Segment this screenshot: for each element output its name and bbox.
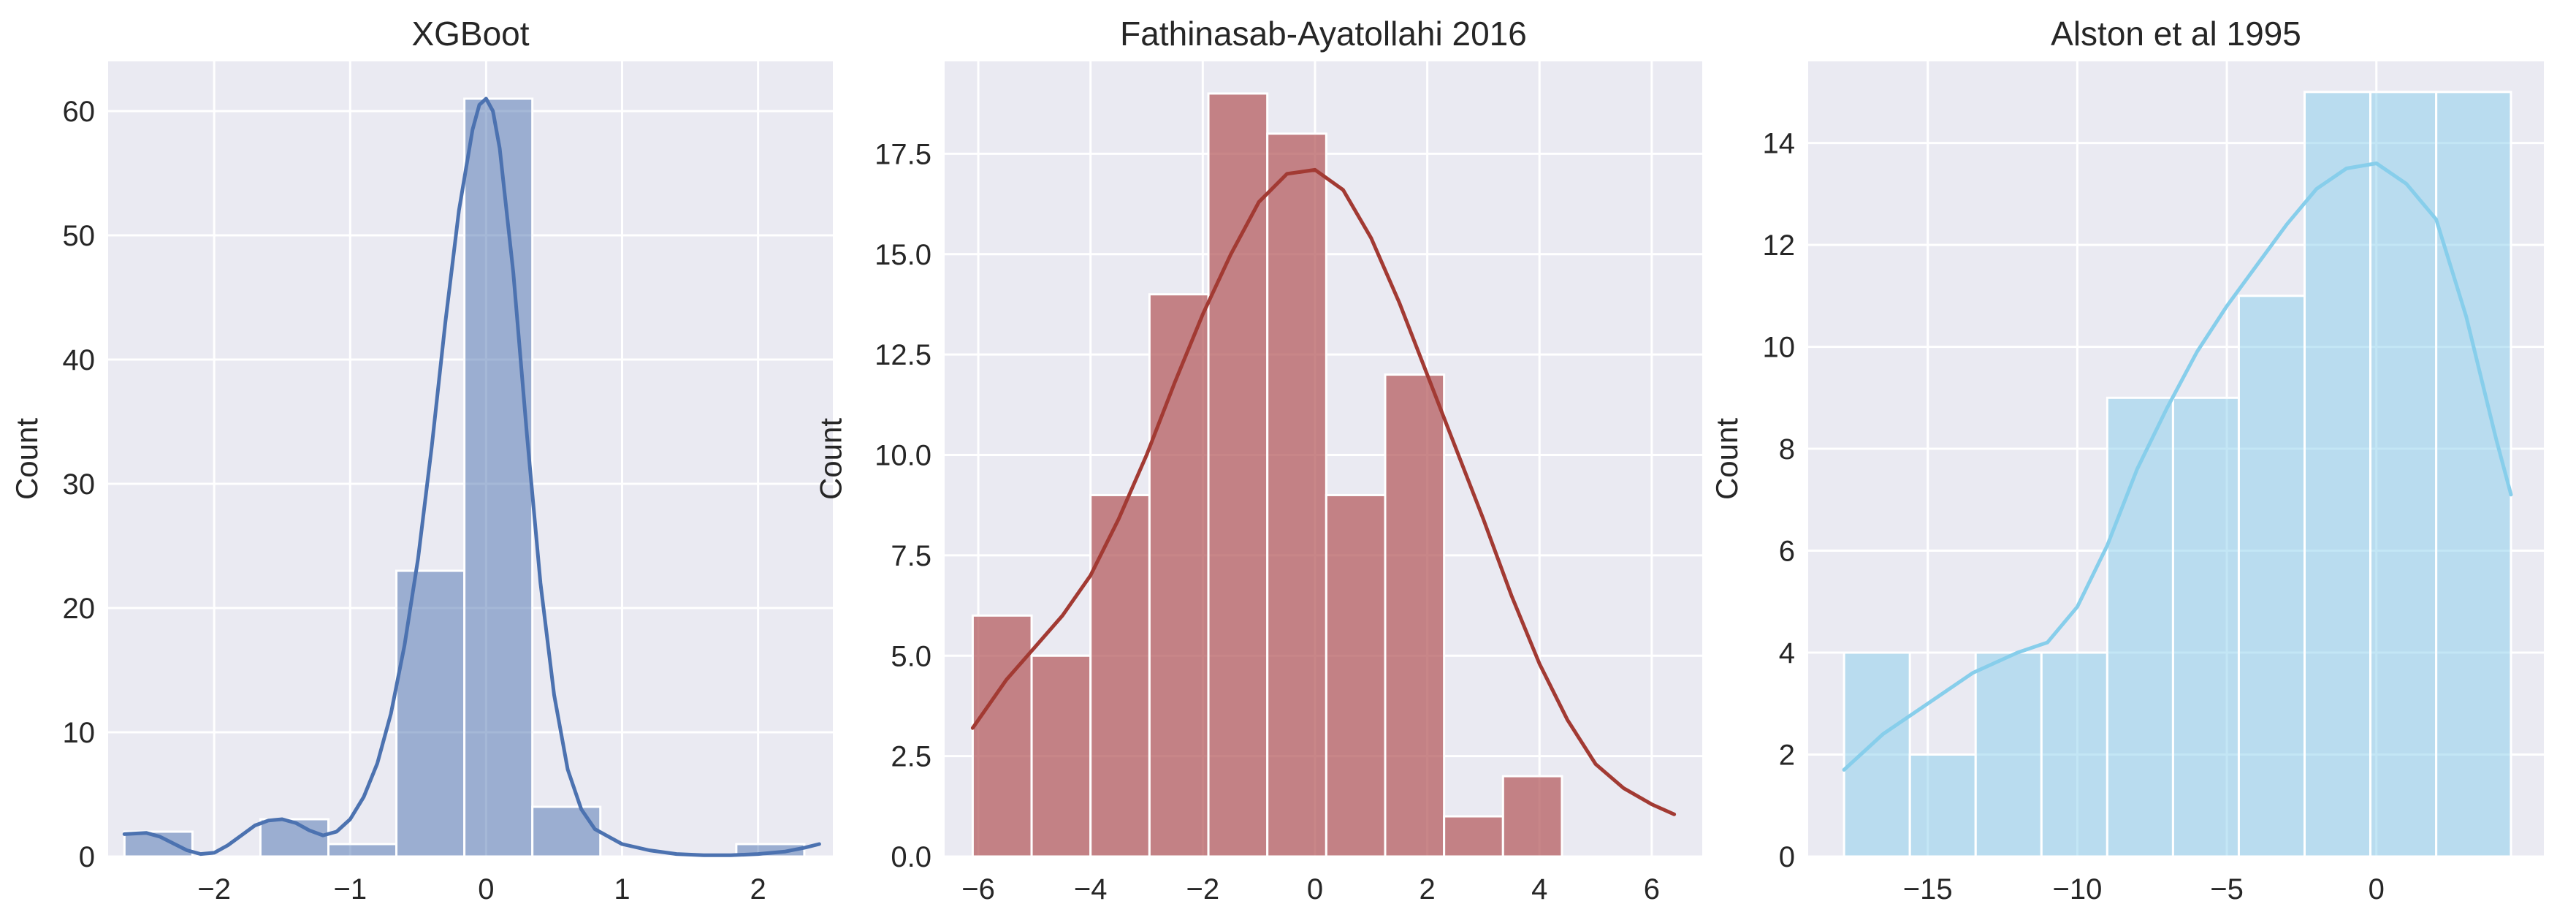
histogram-bar bbox=[2435, 91, 2512, 858]
histogram-bar bbox=[1443, 815, 1504, 858]
kde-line bbox=[122, 96, 821, 857]
histogram-bar bbox=[1207, 92, 1269, 858]
histogram-bar bbox=[2303, 91, 2372, 858]
y-tick-label: 2.5 bbox=[891, 741, 931, 773]
histogram-bar bbox=[259, 818, 330, 858]
y-tick-label: 15.0 bbox=[874, 239, 931, 271]
chart-title: XGBoot bbox=[411, 15, 529, 53]
y-tick-label: 12.5 bbox=[874, 339, 931, 371]
chart-panel-3: −15 −10 −5 0 0 2 4 6 8 10 12 14 Count Alston et al 19… bbox=[1710, 15, 2544, 905]
histogram-bar bbox=[2369, 91, 2438, 858]
histogram-bar bbox=[1843, 651, 1911, 858]
x-tick-label: 4 bbox=[1531, 873, 1547, 905]
kde-line bbox=[1842, 162, 2513, 772]
histogram-bar bbox=[1501, 775, 1563, 858]
histogram-bar bbox=[971, 614, 1033, 858]
y-axis-label: Count bbox=[9, 418, 44, 500]
x-tick-label: −4 bbox=[1074, 873, 1108, 905]
y-tick-label: 0.0 bbox=[891, 841, 931, 873]
kde-line bbox=[970, 167, 1677, 816]
histogram-bar bbox=[1148, 293, 1210, 858]
y-tick-label: 14 bbox=[1763, 128, 1796, 160]
chart-panel-2: −6 −4 −2 0 2 4 6 0.0 2.5 5.0 7.5 10.0 12.5 15.0 17.5 Co… bbox=[813, 15, 1702, 905]
y-tick-label: 10.0 bbox=[874, 440, 931, 472]
histogram-bar bbox=[2106, 396, 2174, 858]
histogram-bar bbox=[327, 843, 398, 858]
histogram-bar bbox=[463, 97, 534, 858]
histogram-bar bbox=[1325, 493, 1387, 858]
x-tick-label: 0 bbox=[2369, 873, 2385, 905]
x-tick-label: 6 bbox=[1644, 873, 1660, 905]
y-tick-label: 20 bbox=[63, 593, 96, 625]
histogram-bar bbox=[2040, 651, 2108, 858]
x-tick-label: −2 bbox=[1186, 873, 1220, 905]
x-tick-label: −10 bbox=[2052, 873, 2102, 905]
y-tick-label: 60 bbox=[63, 96, 96, 128]
histogram-bar bbox=[1030, 654, 1092, 858]
y-tick-label: 0 bbox=[1779, 841, 1795, 873]
histogram-bar bbox=[531, 805, 602, 858]
chart-title: Alston et al 1995 bbox=[2051, 15, 2301, 53]
x-tick-label: −2 bbox=[197, 873, 231, 905]
y-tick-label: 10 bbox=[1763, 332, 1796, 364]
x-tick-label: −1 bbox=[333, 873, 367, 905]
y-axis-label: Count bbox=[1710, 418, 1744, 500]
y-tick-label: 40 bbox=[63, 344, 96, 376]
y-tick-label: 0 bbox=[79, 841, 95, 873]
x-tick-label: −6 bbox=[961, 873, 995, 905]
x-tick-label: 2 bbox=[750, 873, 766, 905]
x-tick-label: −15 bbox=[1903, 873, 1953, 905]
histogram-bar bbox=[1384, 373, 1446, 858]
y-tick-label: 50 bbox=[63, 220, 96, 252]
y-tick-label: 4 bbox=[1779, 637, 1795, 669]
y-tick-label: 30 bbox=[63, 468, 96, 501]
x-tick-label: 0 bbox=[1307, 873, 1323, 905]
y-tick-label: 2 bbox=[1779, 740, 1795, 772]
histogram-bar bbox=[1266, 132, 1327, 858]
y-tick-label: 8 bbox=[1779, 433, 1795, 466]
histogram-bar bbox=[1089, 493, 1151, 858]
histogram-bar bbox=[1908, 753, 1977, 858]
x-tick-label: 2 bbox=[1419, 873, 1435, 905]
histogram-bar bbox=[1974, 651, 2043, 858]
histogram-bar bbox=[395, 569, 466, 858]
y-tick-label: 5.0 bbox=[891, 640, 931, 672]
y-tick-label: 12 bbox=[1763, 229, 1796, 262]
y-tick-label: 17.5 bbox=[874, 138, 931, 170]
x-tick-label: −5 bbox=[2210, 873, 2244, 905]
x-tick-label: 0 bbox=[478, 873, 494, 905]
chart-title: Fathinasab-Ayatollahi 2016 bbox=[1120, 15, 1527, 53]
x-tick-label: 1 bbox=[614, 873, 630, 905]
y-tick-label: 7.5 bbox=[891, 540, 931, 572]
y-tick-label: 6 bbox=[1779, 536, 1795, 568]
y-tick-label: 10 bbox=[63, 717, 96, 749]
y-axis-label: Count bbox=[813, 418, 847, 500]
histogram-bar bbox=[2237, 295, 2306, 858]
histogram-bar bbox=[2171, 396, 2240, 858]
